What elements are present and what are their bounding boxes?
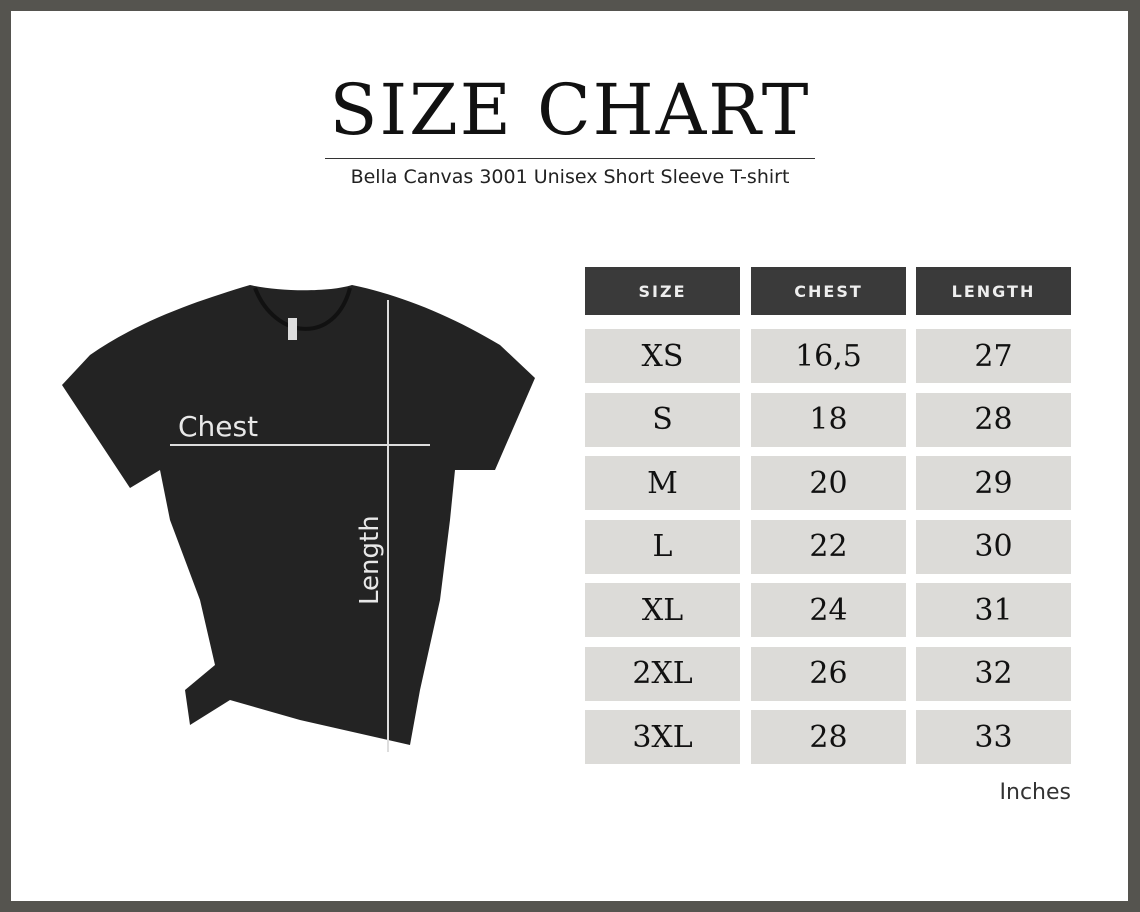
length-label: Length — [355, 515, 385, 605]
cell-size: M — [585, 456, 740, 510]
units-label: Inches — [999, 780, 1071, 805]
header-size: SIZE — [585, 267, 740, 315]
cell-length: 31 — [916, 583, 1071, 637]
cell-chest: 18 — [751, 392, 906, 447]
collar-outline — [253, 287, 352, 331]
cell-length: 33 — [916, 710, 1071, 764]
header-length: LENGTH — [916, 267, 1071, 315]
page-subtitle: Bella Canvas 3001 Unisex Short Sleeve T-… — [350, 166, 790, 188]
cell-size: S — [585, 392, 740, 447]
neck-tag — [288, 318, 297, 340]
cell-length: 27 — [916, 329, 1071, 383]
cell-chest: 26 — [751, 646, 906, 701]
cell-chest: 20 — [751, 456, 906, 510]
cell-chest: 22 — [751, 519, 906, 574]
header-chest: CHEST — [751, 267, 906, 315]
cell-chest: 24 — [751, 583, 906, 637]
cell-size: 2XL — [585, 646, 740, 701]
cell-chest: 16,5 — [751, 329, 906, 383]
tshirt-image — [62, 285, 535, 745]
cell-size: XL — [585, 583, 740, 637]
cell-size: L — [585, 519, 740, 574]
chest-label: Chest — [178, 410, 258, 443]
cell-length: 28 — [916, 392, 1071, 447]
cell-length: 32 — [916, 646, 1071, 701]
page-title: SIZE CHART — [329, 69, 811, 151]
cell-chest: 28 — [751, 710, 906, 764]
cell-size: XS — [585, 329, 740, 383]
cell-size: 3XL — [585, 710, 740, 764]
cell-length: 29 — [916, 456, 1071, 510]
cell-length: 30 — [916, 519, 1071, 574]
title-divider — [325, 158, 815, 159]
